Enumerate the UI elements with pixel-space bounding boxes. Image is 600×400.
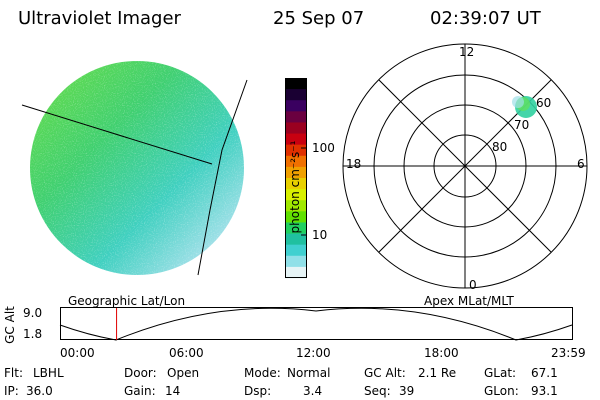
colorbar-band	[285, 89, 307, 101]
gcalt-value: 2.1 Re	[418, 366, 457, 380]
mlt-label-18: 18	[346, 157, 362, 171]
geo-grid-line	[197, 79, 248, 276]
colorbar-band	[285, 78, 307, 90]
glon-label: GLon:	[484, 384, 519, 398]
flt-label: Flt:	[4, 366, 23, 380]
mlat-label-60: 60	[536, 96, 552, 110]
dsp-value: 3.4	[303, 384, 323, 398]
colorbar-band	[285, 255, 307, 268]
colorbar-unit-label: photon cm⁻²s⁻¹	[288, 140, 302, 234]
altitude-tick-9: 9.0	[23, 306, 43, 320]
altitude-tick-1-8: 1.8	[23, 327, 43, 341]
mode-label: Mode:	[244, 366, 281, 380]
colorbar-tick-10: 10	[312, 228, 328, 242]
app-title: Ultraviolet Imager	[18, 8, 181, 29]
door-value: Open	[167, 366, 200, 380]
seq-label: Seq:	[364, 384, 391, 398]
imager-image	[21, 61, 248, 276]
mlt-label-12: 12	[459, 45, 475, 59]
colorbar-band	[285, 211, 307, 223]
flt-value: LBHL	[33, 366, 64, 380]
glat-value: 67.1	[531, 366, 558, 380]
ip-value: 36.0	[26, 384, 53, 398]
colorbar-band	[285, 166, 307, 179]
imager-projection-label: Geographic Lat/Lon	[68, 294, 186, 308]
glat-label: GLat:	[484, 366, 517, 380]
time-tick-1200: 12:00	[296, 346, 331, 360]
gain-value: 14	[165, 384, 181, 398]
ip-label: IP:	[4, 384, 19, 398]
colorbar-band	[285, 222, 307, 235]
polar-projection-label: Apex MLat/MLT	[424, 294, 514, 308]
colorbar-band	[285, 122, 307, 135]
time-tick-2359: 23:59	[551, 346, 586, 360]
time-tick-0000: 00:00	[60, 346, 95, 360]
time-tick-0600: 06:00	[169, 346, 204, 360]
gcalt-label: GC Alt:	[364, 366, 406, 380]
colorbar-band	[285, 244, 307, 257]
altitude-strip	[59, 307, 573, 341]
time-tick-1800: 18:00	[424, 346, 459, 360]
altitude-axis-label: GC Alt	[2, 306, 17, 344]
polar-plot	[342, 43, 588, 289]
geo-grid-line	[21, 104, 213, 165]
colorbar-band	[285, 111, 307, 123]
mlt-label-0: 0	[469, 278, 477, 292]
colorbar-band	[285, 200, 307, 212]
colorbar-band	[285, 155, 307, 168]
colorbar-band	[285, 233, 307, 246]
mode-value: Normal	[287, 366, 331, 380]
door-label: Door:	[124, 366, 157, 380]
time-readout: 02:39:07 UT	[430, 8, 541, 29]
mlat-label-70: 70	[514, 118, 530, 132]
colorbar-band	[285, 189, 307, 201]
colorbar-band	[285, 144, 307, 157]
colorbar-band	[285, 266, 307, 279]
mlat-label-80: 80	[492, 140, 508, 154]
dsp-label: Dsp:	[244, 384, 272, 398]
date-readout: 25 Sep 07	[273, 8, 365, 29]
gain-label: Gain:	[124, 384, 156, 398]
seq-value: 39	[399, 384, 415, 398]
colorbar-tick-100: 100	[312, 141, 335, 155]
glon-value: 93.1	[531, 384, 558, 398]
mlt-label-6: 6	[577, 157, 585, 171]
colorbar-band	[285, 100, 307, 112]
colorbar	[285, 78, 307, 279]
colorbar-band	[285, 178, 307, 190]
colorbar-band	[285, 133, 307, 146]
